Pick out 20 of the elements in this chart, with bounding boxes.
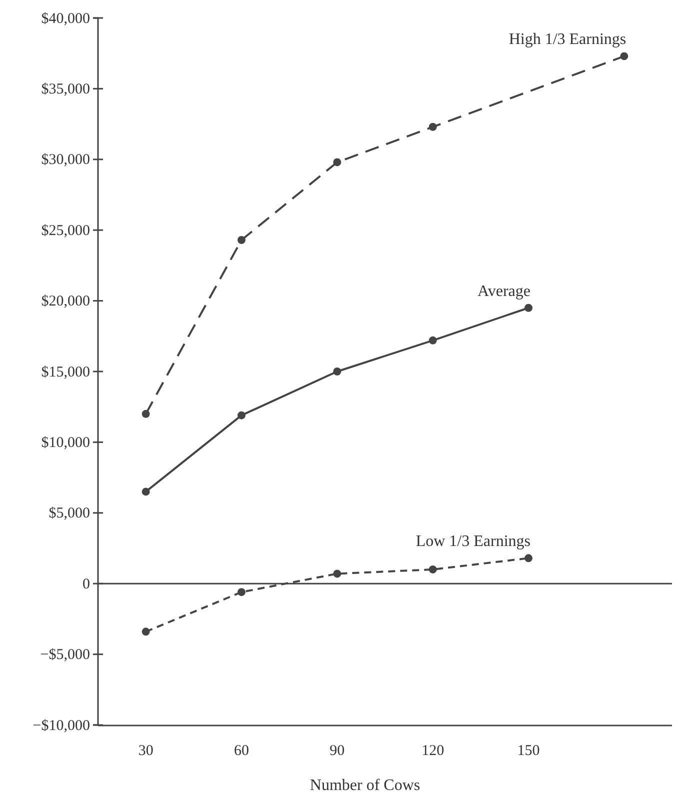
y-tick-label: $20,000: [41, 294, 90, 310]
y-tick-label: $15,000: [41, 364, 90, 380]
y-tick-label: $30,000: [41, 152, 90, 168]
series-label: Low 1/3 Earnings: [416, 533, 530, 550]
x-axis-title: Number of Cows: [310, 777, 420, 794]
x-tick-label: 90: [330, 743, 345, 759]
y-tick-label: −$10,000: [32, 718, 90, 734]
x-tick-label: 60: [234, 743, 249, 759]
y-tick-label: $25,000: [41, 222, 90, 239]
y-tick-label: $40,000: [41, 10, 90, 27]
series-label: Average: [478, 282, 530, 300]
x-tick-label: 30: [138, 743, 154, 759]
y-tick-label: 0: [82, 576, 90, 592]
x-tick-label: 120: [422, 743, 444, 759]
y-tick-label: $35,000: [41, 82, 90, 98]
series-label: High 1/3 Earnings: [508, 31, 626, 48]
y-tick-label: −$5,000: [40, 647, 90, 664]
y-tick-label: $5,000: [48, 506, 90, 522]
y-tick-label: $10,000: [41, 435, 90, 451]
x-tick-label: 150: [517, 743, 540, 759]
